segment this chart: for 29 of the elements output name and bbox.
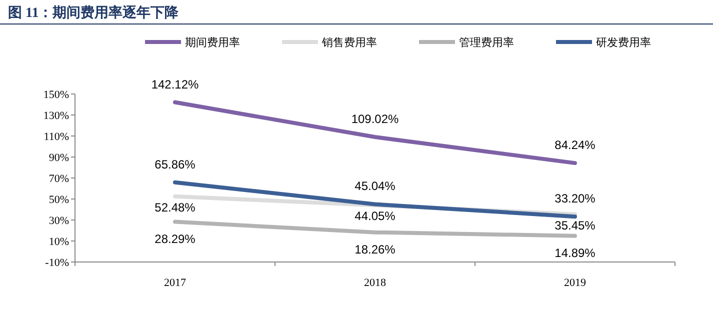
data-label: 33.20%	[554, 192, 596, 206]
legend-label: 期间费用率	[185, 36, 240, 49]
x-tick-label: 2019	[564, 277, 586, 289]
y-tick-label: 70%	[48, 173, 69, 185]
y-tick-label: 150%	[43, 89, 69, 101]
data-label: 35.45%	[554, 218, 596, 232]
y-tick-label: 50%	[48, 194, 69, 206]
legend-label: 管理费用率	[459, 36, 514, 49]
y-tick-label: 30%	[48, 215, 69, 227]
data-label: 44.05%	[354, 209, 396, 224]
chart-title: 图 11：期间费用率逐年下降	[8, 4, 180, 21]
data-label: 45.04%	[354, 179, 396, 194]
y-tick-label: 130%	[43, 110, 69, 122]
data-label: 142.12%	[151, 77, 200, 92]
data-label: 65.86%	[154, 157, 196, 172]
y-tick-label: 90%	[48, 152, 69, 164]
y-tick-label: -10%	[45, 257, 69, 269]
data-label: 52.48%	[154, 200, 196, 214]
legend-label: 销售费用率	[321, 36, 377, 49]
data-label: 18.26%	[354, 242, 396, 256]
legend-label: 研发费用率	[596, 36, 651, 49]
data-label: 109.02%	[351, 112, 400, 126]
y-tick-label: 10%	[48, 236, 69, 248]
data-label: 28.29%	[154, 232, 196, 246]
data-label: 14.89%	[554, 246, 596, 260]
data-label: 84.24%	[554, 138, 596, 152]
y-tick-label: 110%	[44, 131, 69, 143]
x-tick-label: 2017	[164, 277, 186, 289]
x-tick-label: 2018	[364, 277, 386, 289]
